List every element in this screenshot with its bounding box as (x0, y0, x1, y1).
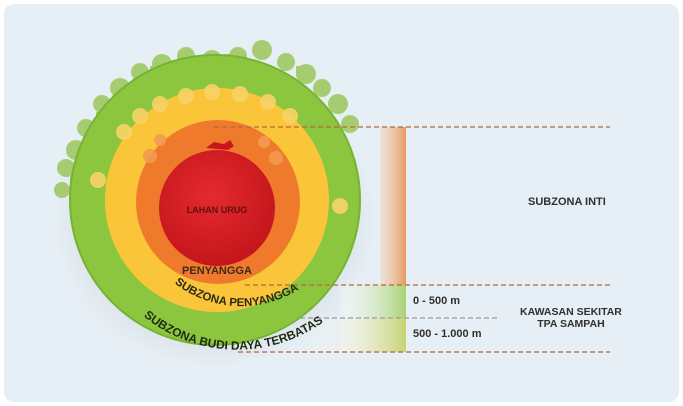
distance-far-label: 500 - 1.000 m (413, 328, 482, 340)
kawasan-sekitar-label: KAWASAN SEKITAR TPA SAMPAH (520, 306, 622, 330)
penyangga-label: PENYANGGA (182, 265, 252, 277)
orange-ring-trees-icon (143, 134, 283, 165)
lahan-urug-label: LAHAN URUG (187, 205, 248, 215)
lahan-urug-core (159, 150, 275, 266)
yellow-ring-trees-icon (90, 84, 348, 214)
truck-icon (206, 140, 234, 150)
subzona-inti-label: SUBZONA INTI (528, 196, 606, 208)
kawasan-sekitar-line2: TPA SAMPAH (537, 318, 605, 330)
kawasan-sekitar-line1: KAWASAN SEKITAR (520, 306, 622, 318)
dashed-guide-lines (214, 126, 610, 353)
distance-near-label: 0 - 500 m (413, 295, 461, 307)
subzona-inti-band (380, 127, 406, 285)
